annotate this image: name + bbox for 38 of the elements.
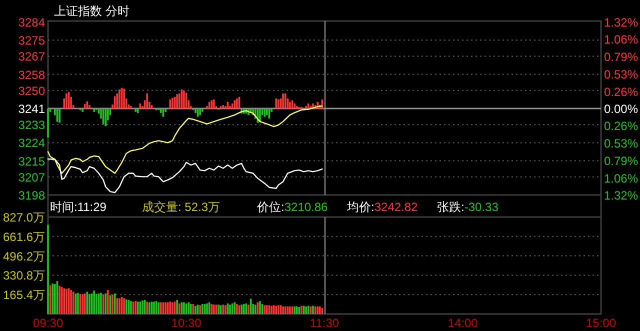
y-tick-label: 3267 [18, 50, 46, 64]
y2-tick-label: 0.79% [604, 50, 638, 64]
y-tick-label: 330.8万 [2, 268, 45, 283]
y2-tick-label: 1.32% [604, 188, 638, 202]
y-tick-label: 827.0万 [2, 210, 45, 224]
y-tick-label: 3198 [18, 188, 46, 202]
y-tick-label: 3241 [18, 102, 46, 116]
y-tick-label: 3284 [18, 16, 46, 30]
y2-tick-label: 0.26% [604, 119, 638, 134]
y2-tick-label: 1.32% [604, 16, 638, 30]
x-tick-label: 11:30 [310, 316, 340, 330]
y2-tick-label: 0.26% [604, 84, 638, 99]
y2-tick-label: 1.06% [604, 171, 638, 186]
x-tick-label: 14:00 [448, 316, 478, 330]
y-tick-label: 3224 [18, 136, 46, 150]
y-tick-label: 3250 [18, 84, 46, 98]
y2-tick-label: 0.53% [604, 136, 638, 151]
x-tick-label: 15:00 [586, 316, 616, 330]
text: 价位:3210.86 [256, 200, 328, 214]
y2-tick-label: 0.00% [604, 102, 638, 116]
text: 张跌:-30.33 [437, 200, 499, 214]
y-tick-label: 3275 [18, 34, 46, 48]
text: 均价:3242.82 [346, 200, 418, 214]
chart-title: 上证指数 分时 [54, 4, 130, 18]
y2-tick-label: 1.06% [604, 32, 638, 47]
y-tick-label: 165.4万 [2, 288, 45, 302]
text: 成交量: 52.3万 [142, 200, 220, 214]
y2-tick-label: 0.79% [604, 154, 638, 168]
x-tick-label: 09:30 [32, 316, 64, 330]
y-tick-label: 496.2万 [2, 249, 45, 264]
y-tick-label: 3258 [18, 68, 46, 82]
y2-tick-label: 0.53% [604, 67, 638, 82]
text: 时间:11:29 [50, 200, 107, 214]
y-tick-label: 3233 [18, 118, 46, 132]
y-tick-label: 3207 [18, 170, 46, 184]
y-tick-label: 3215 [18, 154, 46, 168]
x-tick-label: 10:30 [171, 316, 202, 330]
y-tick-label: 661.6万 [2, 230, 45, 244]
